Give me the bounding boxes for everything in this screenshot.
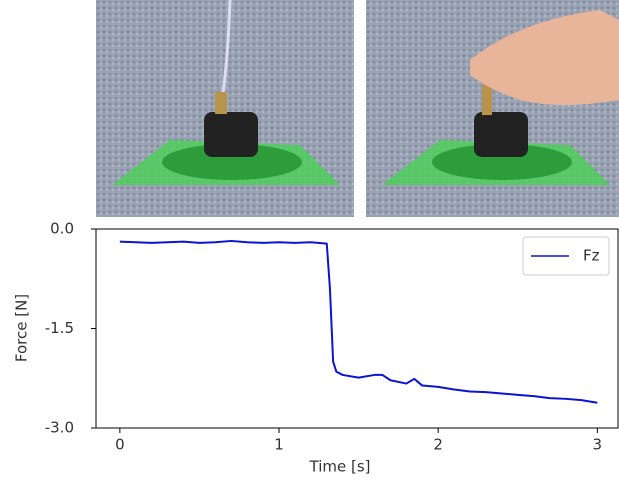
figure: Time [s] Force [N] 0 1 2 3 0.0 -1.5 -3.0 Fz — [0, 0, 619, 481]
x-tick-label: 2 — [433, 436, 443, 454]
photo-after — [366, 0, 619, 217]
x-axis-label: Time [s] — [309, 458, 371, 476]
y-axis-label: Force [N] — [13, 294, 31, 362]
x-tick-label: 1 — [274, 436, 284, 454]
y-tick-label: -3.0 — [45, 419, 74, 437]
x-tick-label: 3 — [593, 436, 603, 454]
legend-label: Fz — [583, 247, 600, 265]
y-tick-label: 0.0 — [50, 220, 74, 238]
y-tick-label: -1.5 — [45, 319, 74, 337]
x-tick-label: 0 — [115, 436, 125, 454]
photo-before — [96, 0, 354, 217]
